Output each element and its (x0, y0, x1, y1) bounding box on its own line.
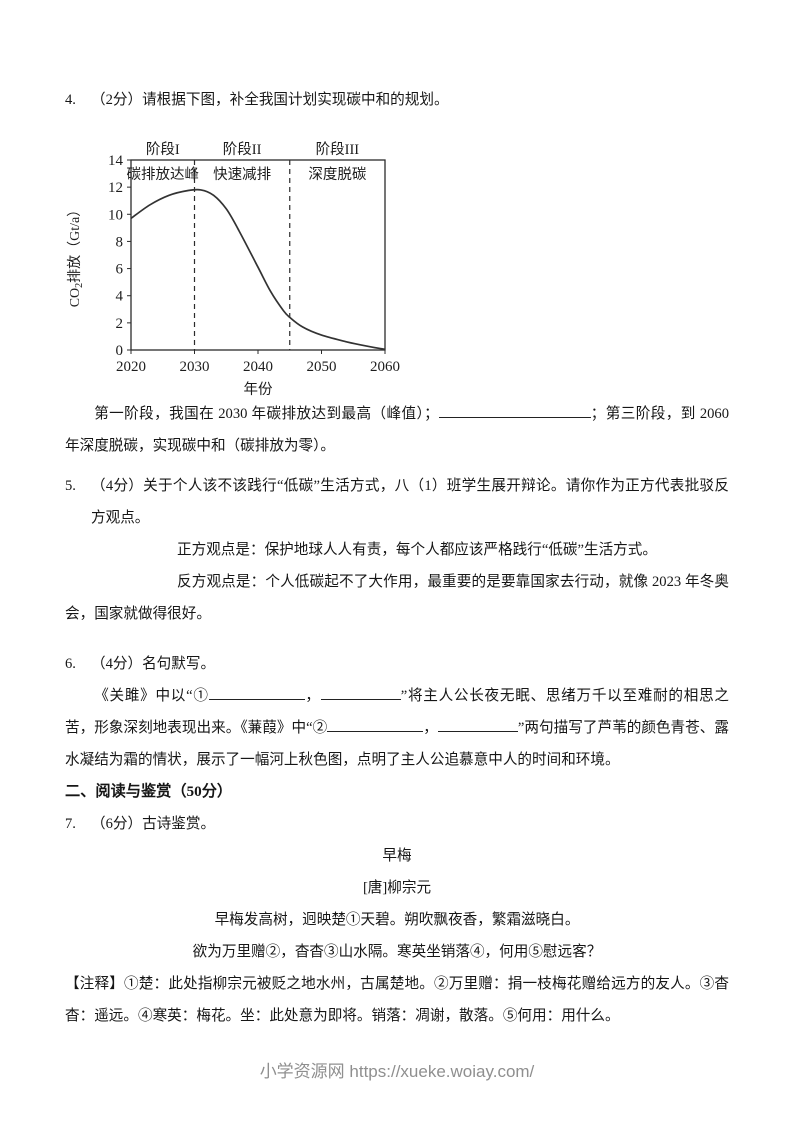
question-7-number: 7. (65, 816, 76, 832)
question-6-number: 6. (65, 656, 76, 672)
phase-label: 阶段II (223, 141, 262, 158)
poem-notes: 【注释】①楚：此处指柳宗元被贬之地水州，古属楚地。②万里赠：捐一枝梅花赠给远方的… (65, 976, 729, 1024)
answer-blank-1 (208, 685, 305, 700)
co2-chart-figure: 0 2 4 6 8 10 12 14 2020 2030 2040 2050 2060 阶段I 碳排放达峰 阶… (65, 140, 729, 398)
dictation-text-1: 《关雎》中以“① (94, 688, 209, 704)
y-tick-label: 12 (108, 180, 123, 196)
question-5: 5. （4分）关于个人该不该践行“低碳”生活方式，八（1）班学生展开辩论。请你作… (65, 470, 729, 534)
poem-line-2: 欲为万里赠②，杳杳③山水隔。寒英坐销落④，何用⑤慰远客？ (192, 944, 602, 960)
question-7-text: （6分）古诗鉴赏。 (91, 816, 216, 832)
x-axis-title: 年份 (244, 381, 273, 398)
x-tick-label: 2020 (116, 359, 146, 375)
y-tick-label: 6 (116, 262, 124, 278)
question-6: 6. （4分）名句默写。 (65, 648, 729, 680)
pro-viewpoint: 正方观点是：保护地球人人有责，每个人都应该严格践行“低碳”生活方式。 (177, 542, 657, 558)
question-6-text: （4分）名句默写。 (91, 656, 216, 672)
phase-name: 快速减排 (213, 166, 271, 183)
question-5-number: 5. (65, 478, 76, 494)
phase-label: 阶段III (316, 141, 360, 158)
dictation-comma-1: ， (304, 688, 321, 704)
y-axis-title: CO2排放（Gt/a） (67, 203, 85, 308)
dictation-comma-2: ， (423, 720, 438, 736)
dictation-paragraph: 《关雎》中以“① ， ”将主人公长夜无眠、思绪万千以至难耐的相思之苦，形象深刻地表现… (65, 680, 729, 776)
answer-blank-2 (320, 685, 401, 700)
phase-name: 碳排放达峰 (127, 166, 200, 183)
poem-title: 早梅 (382, 848, 412, 864)
x-tick-label: 2030 (180, 359, 210, 375)
fill-para-text-1: 第一阶段，我国在 2030 年碳排放达到最高（峰值）； (94, 406, 439, 422)
y-tick-label: 0 (116, 343, 124, 359)
y-tick-label: 10 (108, 207, 123, 223)
answer-blank-3 (327, 717, 424, 732)
question-7: 7. （6分）古诗鉴赏。 (65, 808, 729, 840)
section-2-title: 二、阅读与鉴赏（50分） (65, 783, 233, 800)
phase-name: 深度脱碳 (308, 166, 366, 183)
y-tick-label: 8 (116, 234, 124, 250)
answer-blank (438, 403, 591, 418)
answer-blank-4 (437, 717, 518, 732)
site-footer: 小学资源网 https://xueke.woiay.com/ (259, 1062, 535, 1081)
y-tick-label: 2 (116, 316, 124, 332)
poem-line-1: 早梅发高树，迥映楚①天碧。朔吹飘夜香，繁霜滋晓白。 (214, 912, 580, 928)
x-tick-label: 2040 (243, 359, 273, 375)
plot-box (130, 159, 386, 351)
emissions-curve (130, 188, 386, 351)
y-tick-label: 4 (116, 289, 124, 305)
question-5-text: （4分）关于个人该不该践行“低碳”生活方式，八（1）班学生展开辩论。请你作为正方… (91, 478, 729, 526)
question-4: 4. （2分）请根据下图，补全我国计划实现碳中和的规划。 (65, 84, 729, 116)
phase-label: 阶段I (146, 141, 180, 158)
dictation-text-3: ”两句描写了芦苇的颜色青苍、露水凝结为霜的情状，展示了一幅河上秋色图，点明了主人… (65, 720, 729, 768)
co2-emissions-chart: 0 2 4 6 8 10 12 14 2020 2030 2040 2050 2060 阶段I 碳排放达峰 阶… (67, 141, 400, 398)
question-4-text: （2分）请根据下图，补全我国计划实现碳中和的规划。 (91, 92, 449, 108)
dictation-text-2: ”将主人公长夜无眠、思绪万千以至难耐的相思之苦，形象深刻地表现出来。《蒹葭》中“… (65, 688, 729, 736)
x-tick-label: 2060 (370, 359, 400, 375)
x-tick-label: 2050 (307, 359, 337, 375)
poem-author: [唐]柳宗元 (362, 880, 432, 896)
fill-in-paragraph: 第一阶段，我国在 2030 年碳排放达到最高（峰值）； ；第三阶段，到 2060 … (65, 398, 729, 462)
fill-para-text-2: ；第三阶段，到 2060 年深度脱碳，实现碳中和（碳排放为零）。 (65, 406, 730, 454)
con-viewpoint: 反方观点是：个人低碳起不了大作用，最重要的是要靠国家去行动，就像 2023 年冬… (65, 574, 729, 622)
question-4-number: 4. (65, 92, 76, 108)
y-tick-label: 14 (108, 153, 124, 169)
